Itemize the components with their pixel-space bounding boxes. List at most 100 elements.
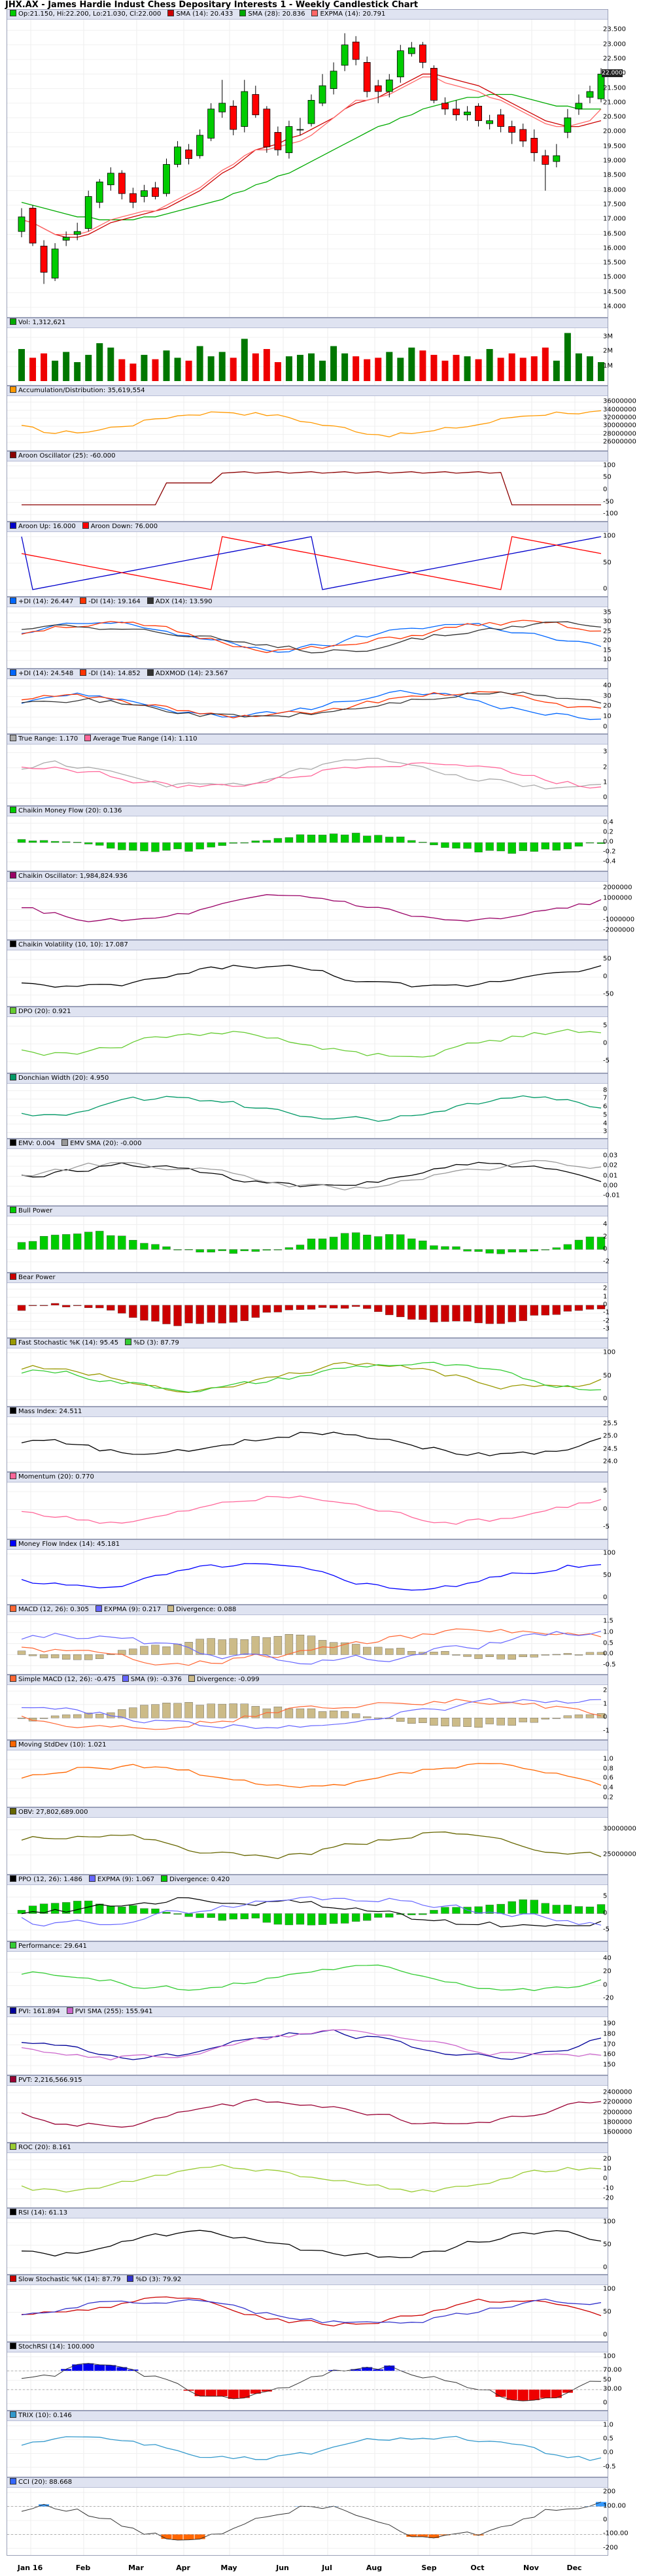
legend-label: Aroon Oscillator (25): -60.000: [18, 452, 116, 460]
legend-label: Slow Stochastic %K (14): 87.79: [18, 2276, 121, 2283]
volume-bar: [453, 354, 460, 381]
indicator-bar: [118, 1906, 126, 1914]
indicator-bar: [430, 1718, 438, 1726]
legend-entry: Vol: 1,312,621: [10, 318, 65, 327]
indicator-bar: [151, 842, 160, 852]
oversold-area: [540, 2389, 551, 2398]
indicator-bar: [385, 1305, 394, 1315]
panel-legend: Aroon Oscillator (25): -60.000: [7, 452, 608, 461]
indicator-bar: [530, 1899, 538, 1914]
panel-dmi: +DI (14): 26.447 -DI (14): 19.164 ADX (14)…: [7, 597, 608, 669]
legend-entry: Aroon Oscillator (25): -60.000: [10, 452, 116, 461]
overbought-area: [384, 2366, 395, 2371]
indicator-bar: [218, 1703, 226, 1718]
y-tick-label: -50: [603, 498, 614, 506]
legend-entry: ADXMOD (14): 23.567: [147, 669, 228, 678]
series-line: [21, 536, 602, 590]
indicator-bar: [207, 1249, 215, 1252]
y-tick-label: 0.03: [603, 1152, 618, 1160]
panel-price: Op:21.150, Hi:22.200, Lo:21.030, Cl:22.0…: [7, 9, 608, 318]
legend-label: SMA (9): -0.376: [130, 1676, 182, 1683]
indicator-bar: [585, 1236, 595, 1250]
y-tick-label: 100.00: [603, 2502, 626, 2510]
indicator-bar: [519, 1718, 527, 1722]
panel-legend: Bear Power: [7, 1273, 608, 1283]
panel-plot: [7, 2086, 608, 2142]
oversold-area: [205, 2389, 216, 2396]
series-line: [21, 1160, 602, 1191]
indicator-bar: [329, 1913, 338, 1924]
y-tick-label: 17.000: [603, 215, 626, 223]
panel-plot: [7, 816, 608, 871]
candle-body: [118, 173, 126, 194]
indicator-bar: [585, 1714, 595, 1718]
candle-body: [18, 216, 26, 232]
indicator-bar: [50, 1235, 60, 1250]
legend-entry: Chaikin Oscillator: 1,984,824.936: [10, 872, 128, 881]
indicator-bar: [574, 842, 583, 847]
oversold-area: [517, 2389, 528, 2401]
y-tick-label: 32000000: [603, 414, 636, 422]
legend-entry: Simple MACD (12, 26): -0.475: [10, 1675, 116, 1684]
indicator-bar: [262, 1305, 271, 1313]
candle-body: [475, 105, 482, 122]
indicator-bar: [196, 1705, 204, 1718]
indicator-bar: [273, 1305, 283, 1313]
panel-rsi: RSI (14): 61.13: [7, 2208, 608, 2275]
legend-swatch: [84, 735, 92, 741]
legend-swatch: [10, 1273, 16, 1280]
indicator-bar: [419, 1718, 427, 1723]
legend-label: EMV: 0.004: [18, 1140, 56, 1147]
indicator-bar: [28, 1305, 37, 1307]
panel-plot: [7, 2352, 608, 2410]
series-line: [21, 1896, 602, 1927]
y-tick-label: 1.0: [603, 2421, 613, 2429]
legend-swatch: [10, 386, 16, 393]
indicator-bar: [129, 1905, 137, 1914]
series-line: [21, 536, 602, 590]
indicator-bar: [318, 1711, 327, 1718]
y-tick-label: 25.0: [603, 1432, 618, 1440]
indicator-bar: [519, 1305, 527, 1321]
indicator-bar: [530, 1249, 538, 1252]
legend-label: PVI SMA (255): 155.941: [75, 2008, 153, 2015]
overbought-area: [128, 2369, 139, 2371]
legend-label: Divergence: -0.099: [196, 1676, 260, 1683]
x-axis-label: Feb: [75, 2564, 91, 2572]
legend-entry: Average True Range (14): 1.110: [84, 735, 198, 744]
legend-swatch: [10, 1007, 16, 1014]
series-line: [21, 1496, 602, 1525]
indicator-bar: [151, 1305, 160, 1322]
panel-plot: [7, 532, 608, 596]
indicator-bar: [430, 842, 438, 845]
volume-bar: [475, 359, 482, 381]
indicator-bar: [162, 1703, 171, 1718]
volume-bar: [263, 348, 270, 381]
panel-plot: [7, 950, 608, 1006]
y-tick-label: 2000000: [603, 884, 632, 892]
indicator-bar: [351, 1232, 360, 1250]
y-tick-label: 0.4: [603, 818, 613, 826]
series-line: [21, 1698, 602, 1730]
indicator-bar: [508, 1249, 516, 1252]
indicator-bar: [140, 1243, 148, 1250]
indicator-bar: [218, 1249, 226, 1251]
indicator-bar: [574, 1906, 583, 1914]
sma14-line: [21, 73, 602, 238]
legend-swatch: [167, 10, 175, 16]
legend-label: -DI (14): 19.164: [88, 598, 141, 605]
legend-entry: Money Flow Index (14): 45.181: [10, 1540, 120, 1549]
y-tick-label: 20: [603, 2155, 612, 2163]
indicator-bar: [251, 1636, 260, 1655]
panel-roc: ROC (20): 8.161: [7, 2143, 608, 2208]
indicator-bar: [307, 1305, 316, 1310]
series-line: [21, 1029, 602, 1058]
candle-body: [29, 208, 37, 244]
y-tick-label: -0.5: [603, 2463, 616, 2471]
y-tick-label: 19.500: [603, 142, 626, 150]
legend-swatch: [10, 1540, 16, 1547]
legend-label: Chaikin Money Flow (20): 0.136: [18, 807, 122, 814]
panel-legend: Accumulation/Distribution: 35,619,554: [7, 386, 608, 396]
indicator-bar: [240, 1249, 249, 1252]
candle-body: [263, 109, 271, 148]
